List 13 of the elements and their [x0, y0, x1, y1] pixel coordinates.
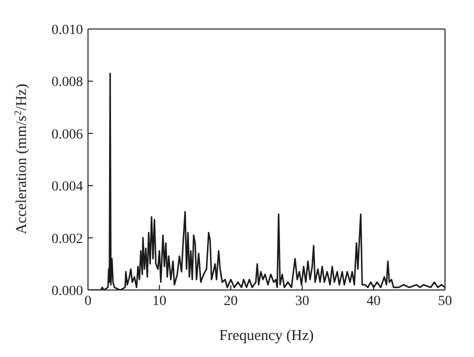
y-tick-label: 0.004: [52, 180, 83, 195]
x-tick-label: 0: [84, 294, 92, 309]
x-axis-title: Frequency (Hz): [219, 328, 314, 344]
y-tick-label: 0.010: [52, 22, 83, 38]
x-tick-label: 50: [438, 294, 452, 309]
x-tick-label: 10: [152, 294, 166, 309]
y-tick-label: 0.008: [52, 75, 83, 90]
x-tick-label: 40: [366, 294, 381, 309]
y-tick-label: 0.002: [52, 232, 83, 247]
x-tick-label: 30: [295, 294, 310, 309]
x-tick-label: 20: [224, 294, 238, 309]
y-tick-label: 0.000: [52, 284, 83, 299]
y-tick-label: 0.006: [52, 127, 83, 142]
